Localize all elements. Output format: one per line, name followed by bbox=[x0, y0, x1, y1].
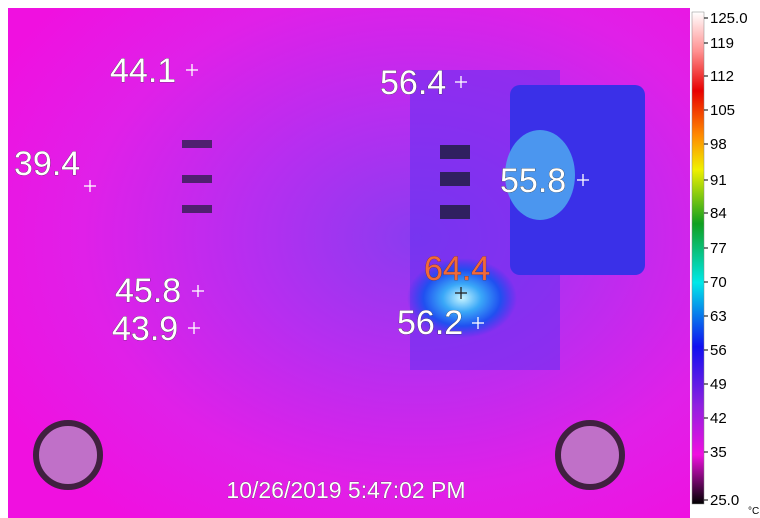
timestamp: 10/26/2019 5:47:02 PM bbox=[226, 477, 465, 503]
scale-label: 35 bbox=[710, 444, 727, 461]
scale-label: 70 bbox=[710, 274, 727, 291]
scale-label: 77 bbox=[710, 240, 727, 257]
component bbox=[182, 205, 212, 213]
temperature-reading: 55.8 bbox=[500, 162, 566, 200]
component bbox=[182, 140, 212, 148]
scale-label: 56 bbox=[710, 342, 727, 359]
scale-label: 49 bbox=[710, 376, 727, 393]
hotspot bbox=[407, 258, 517, 338]
temperature-reading: 56.4 bbox=[380, 64, 446, 102]
temperature-reading: 39.4 bbox=[14, 145, 80, 183]
scale-label: 84 bbox=[710, 205, 727, 222]
scale-label: 63 bbox=[710, 308, 727, 325]
temperature-reading: 56.2 bbox=[397, 304, 463, 342]
scale-label: 105 bbox=[710, 102, 735, 119]
color-scale bbox=[691, 11, 705, 505]
scale-label: 25.0 bbox=[710, 492, 739, 509]
inductor-hot bbox=[505, 130, 575, 220]
component bbox=[440, 145, 470, 159]
standoff bbox=[555, 420, 625, 490]
component bbox=[182, 175, 212, 183]
scale-label: 125.0 bbox=[710, 10, 748, 27]
scale-unit: °C bbox=[748, 506, 759, 517]
temperature-reading: 45.8 bbox=[115, 272, 181, 310]
temperature-reading: 43.9 bbox=[112, 310, 178, 348]
scale-label: 98 bbox=[710, 136, 727, 153]
scale-label: 112 bbox=[710, 68, 734, 85]
scale-label: 119 bbox=[710, 35, 734, 52]
scale-label: 42 bbox=[710, 410, 727, 427]
component bbox=[440, 172, 470, 186]
temperature-reading: 64.4 bbox=[424, 250, 490, 288]
temperature-reading: 44.1 bbox=[110, 52, 176, 90]
standoff bbox=[33, 420, 103, 490]
component bbox=[440, 205, 470, 219]
scale-label: 91 bbox=[710, 172, 727, 189]
